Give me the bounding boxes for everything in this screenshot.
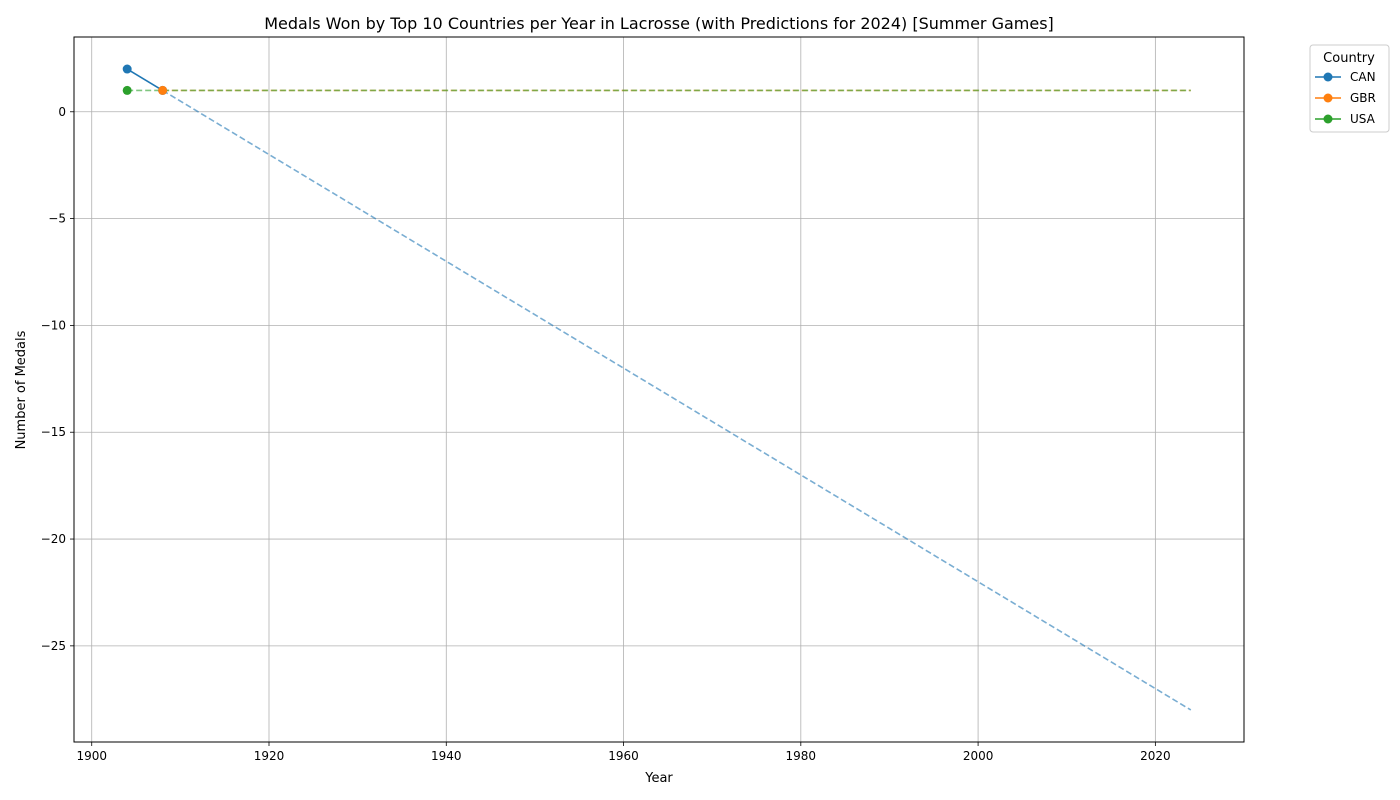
x-tick-label: 2000 [963,749,994,763]
y-tick-label: −15 [41,425,66,439]
legend: Country CAN GBR USA [1309,44,1390,133]
chart-title: Medals Won by Top 10 Countries per Year … [264,14,1054,33]
legend-label-usa: USA [1350,112,1376,126]
grid [74,37,1244,742]
y-tick-label: 0 [58,105,66,119]
prediction-lines [127,89,1192,711]
y-axis-ticks: 0 −5 −10 −15 −20 −25 [41,105,74,653]
x-tick-label: 1980 [786,749,817,763]
x-axis-ticks: 1900 1920 1940 1960 1980 2000 2020 [76,742,1171,763]
y-tick-label: −5 [48,212,66,226]
legend-label-gbr: GBR [1350,91,1376,105]
x-tick-label: 1920 [254,749,285,763]
y-tick-label: −10 [41,318,66,332]
plot-frame [73,36,1245,743]
x-tick-label: 1940 [431,749,462,763]
series-line-can [126,68,164,92]
x-tick-label: 1900 [76,749,107,763]
x-axis-label: Year [644,771,673,786]
legend-items: CAN GBR USA [1315,70,1376,126]
prediction-line-can [162,89,1192,711]
legend-marker-usa [1323,114,1333,124]
legend-title: Country [1323,51,1375,66]
data-point-gbr [158,85,168,95]
legend-marker-can [1323,72,1333,82]
x-tick-label: 2020 [1140,749,1171,763]
data-point-can [122,64,132,74]
legend-marker-gbr [1323,93,1333,103]
y-axis-label: Number of Medals [14,330,29,449]
legend-label-can: CAN [1350,70,1376,84]
legend-box [1309,44,1390,133]
y-tick-label: −25 [41,639,66,653]
x-tick-label: 1960 [608,749,639,763]
y-tick-label: −20 [41,532,66,546]
data-point-usa [122,85,132,95]
series-lines [122,64,168,95]
